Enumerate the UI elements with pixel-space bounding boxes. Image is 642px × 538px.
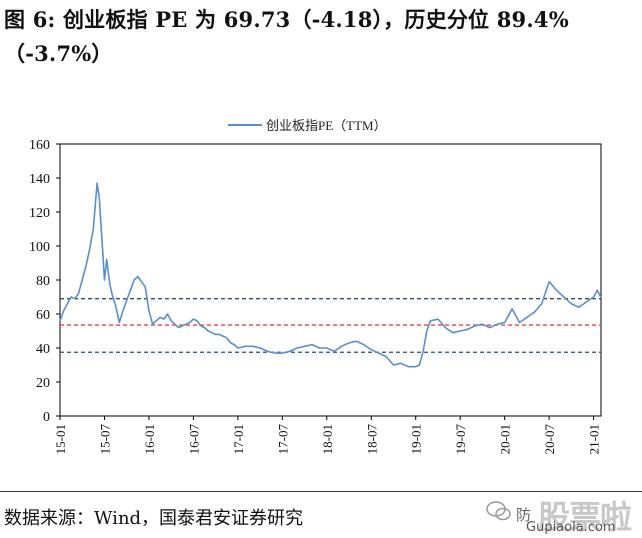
figure-title-continued: （-3.7%） xyxy=(4,41,113,66)
x-tick-label: 21-01 xyxy=(587,424,602,454)
y-tick-label: 60 xyxy=(36,308,50,323)
figure-title: 图 6: 创业板指 PE 为 69.73（-4.18），历史分位 89.4% xyxy=(4,7,569,32)
y-tick-label: 100 xyxy=(29,240,50,255)
x-tick-label: 20-01 xyxy=(498,424,513,454)
watermark-small-text: 防 xyxy=(516,506,532,524)
series-line xyxy=(59,182,602,368)
x-tick-label: 17-07 xyxy=(275,424,290,455)
x-tick-label: 20-07 xyxy=(542,424,557,455)
watermark-url: Gupiaola.com xyxy=(526,520,616,535)
y-tick-label: 20 xyxy=(36,376,50,391)
y-tick-label: 140 xyxy=(29,172,50,187)
x-tick-label: 16-07 xyxy=(186,424,201,455)
watermark: 防 股票啦 Gupiaola.com xyxy=(486,494,642,536)
source-note: 数据来源：Wind，国泰君安证券研究 xyxy=(4,508,304,529)
x-tick-label: 18-01 xyxy=(320,424,335,454)
watermark-brand: 股票啦 xyxy=(538,498,632,536)
pe-line-chart: 创业板指PE（TTM） 0 20 40 60 80 100 120 140 160 15-01 15-… xyxy=(29,118,602,455)
legend-label: 创业板指PE（TTM） xyxy=(266,118,387,133)
x-tick-label: 19-01 xyxy=(409,424,424,454)
x-tick-label: 18-07 xyxy=(364,424,379,455)
x-tick-label: 15-07 xyxy=(97,424,112,455)
wechat-icon xyxy=(486,501,511,521)
x-tick-label: 15-01 xyxy=(53,424,68,454)
y-tick-label: 160 xyxy=(29,138,50,153)
x-tick-label: 19-07 xyxy=(453,424,468,455)
x-tick-label: 17-01 xyxy=(231,424,246,454)
y-tick-label: 80 xyxy=(36,274,50,289)
source-divider xyxy=(0,491,642,492)
y-tick-label: 40 xyxy=(36,342,50,357)
x-tick-label: 16-01 xyxy=(142,424,157,454)
y-tick-label: 120 xyxy=(29,206,50,221)
y-tick-label: 0 xyxy=(43,410,50,425)
